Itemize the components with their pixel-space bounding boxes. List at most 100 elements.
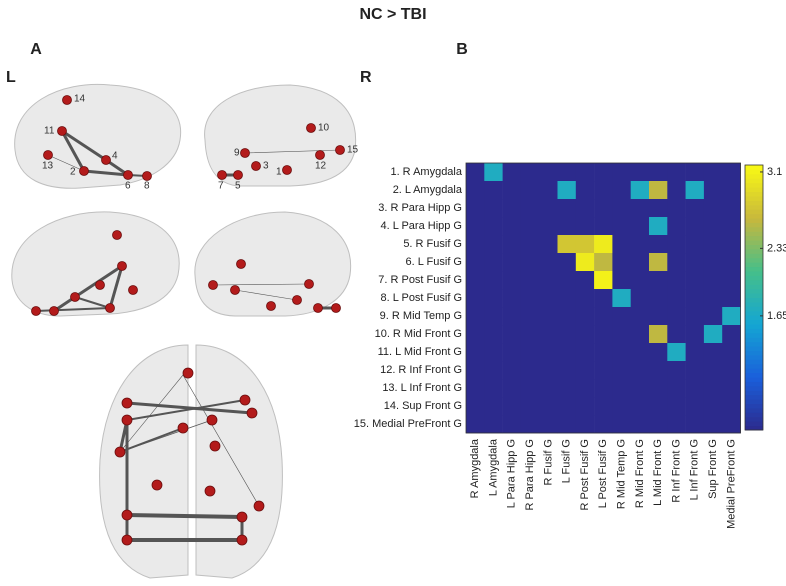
cell [502, 379, 522, 398]
cell [722, 199, 741, 218]
cell [594, 271, 613, 290]
cell [575, 253, 595, 272]
cell [630, 415, 650, 434]
colorbar-step [745, 187, 763, 192]
cell [685, 199, 705, 218]
cell [722, 181, 741, 200]
cell [539, 397, 558, 416]
colorbar-step [745, 231, 763, 237]
cell [612, 307, 631, 326]
colorbar-step [745, 301, 763, 307]
cell [649, 217, 668, 236]
cell [612, 415, 631, 434]
colorbar-step [745, 416, 763, 422]
cell [630, 235, 650, 254]
colorbar-step [745, 244, 763, 250]
cell [575, 361, 595, 380]
cell [520, 199, 540, 218]
cell [502, 343, 522, 362]
cell [539, 181, 558, 200]
node-label: 12 [315, 161, 327, 172]
cell [630, 199, 650, 218]
cell [484, 181, 503, 200]
cell [630, 217, 650, 236]
cell [520, 289, 540, 308]
cell [703, 253, 723, 272]
cell [703, 217, 723, 236]
cell [502, 217, 522, 236]
side-label: L [6, 69, 16, 86]
node-label: 8 [144, 181, 150, 192]
cell [612, 397, 631, 416]
cell [484, 289, 503, 308]
cell [539, 343, 558, 362]
colorbar-tick-label: 1.65 [767, 310, 786, 322]
cell [539, 271, 558, 290]
cell [703, 235, 723, 254]
cell [667, 325, 686, 344]
cell [575, 217, 595, 236]
colorbar-step [745, 204, 763, 210]
colorbar-step [745, 279, 763, 285]
cell [466, 343, 485, 362]
cell [649, 397, 668, 416]
colorbar-step [745, 425, 763, 431]
colorbar-step [745, 191, 763, 197]
colorbar-frame [744, 164, 764, 431]
row-label: 2. L Amygdala [393, 184, 463, 196]
cell [520, 397, 540, 416]
row-label: 6. L Fusif G [406, 256, 462, 268]
cell [557, 199, 577, 218]
cell [594, 253, 613, 272]
colorbar-tick-label: 2.33 [767, 242, 786, 254]
cell [520, 343, 540, 362]
cell [575, 271, 595, 290]
colorbar-step [745, 399, 763, 404]
colorbar-step [745, 377, 763, 382]
cell [594, 181, 613, 200]
cell [484, 271, 503, 290]
cell [557, 217, 577, 236]
colorbar-step [745, 354, 763, 360]
colorbar-step [745, 271, 763, 276]
cell [722, 217, 741, 236]
row-label: 3. R Para Hipp G [378, 202, 462, 214]
colorbar-step [745, 332, 763, 338]
cell [630, 271, 650, 290]
column-label: L Inf Front G [689, 439, 701, 500]
cell [539, 307, 558, 326]
row-label: 10. R Mid Front G [375, 328, 462, 340]
cell [685, 325, 705, 344]
cell [667, 235, 686, 254]
cell [722, 361, 741, 380]
row-label: 11. L Mid Front G [378, 346, 462, 358]
cell [466, 289, 485, 308]
colorbar-step [745, 306, 763, 312]
row-label: 5. R Fusif G [403, 238, 462, 250]
colorbar-step [745, 213, 763, 219]
colorbar-step [745, 284, 763, 290]
colorbar-step [745, 390, 763, 396]
cell [685, 289, 705, 308]
cell [667, 163, 686, 182]
cell [557, 343, 577, 362]
cell [649, 325, 668, 344]
cell [502, 307, 522, 326]
cell [667, 289, 686, 308]
column-label: R Mid Temp G [615, 439, 627, 509]
cell [685, 235, 705, 254]
cell [685, 307, 705, 326]
cell [722, 253, 741, 272]
cell [575, 325, 595, 344]
colorbar-step [745, 341, 763, 347]
cell [649, 415, 668, 434]
row-label: 12. R Inf Front G [380, 364, 462, 376]
colorbar-step [745, 350, 763, 356]
colorbar-step [745, 346, 763, 351]
colorbar-step [745, 235, 763, 241]
brain-middle-left [11, 211, 180, 317]
colorbar-step [745, 275, 763, 281]
cell [649, 361, 668, 380]
cell [594, 163, 613, 182]
cell [685, 271, 705, 290]
